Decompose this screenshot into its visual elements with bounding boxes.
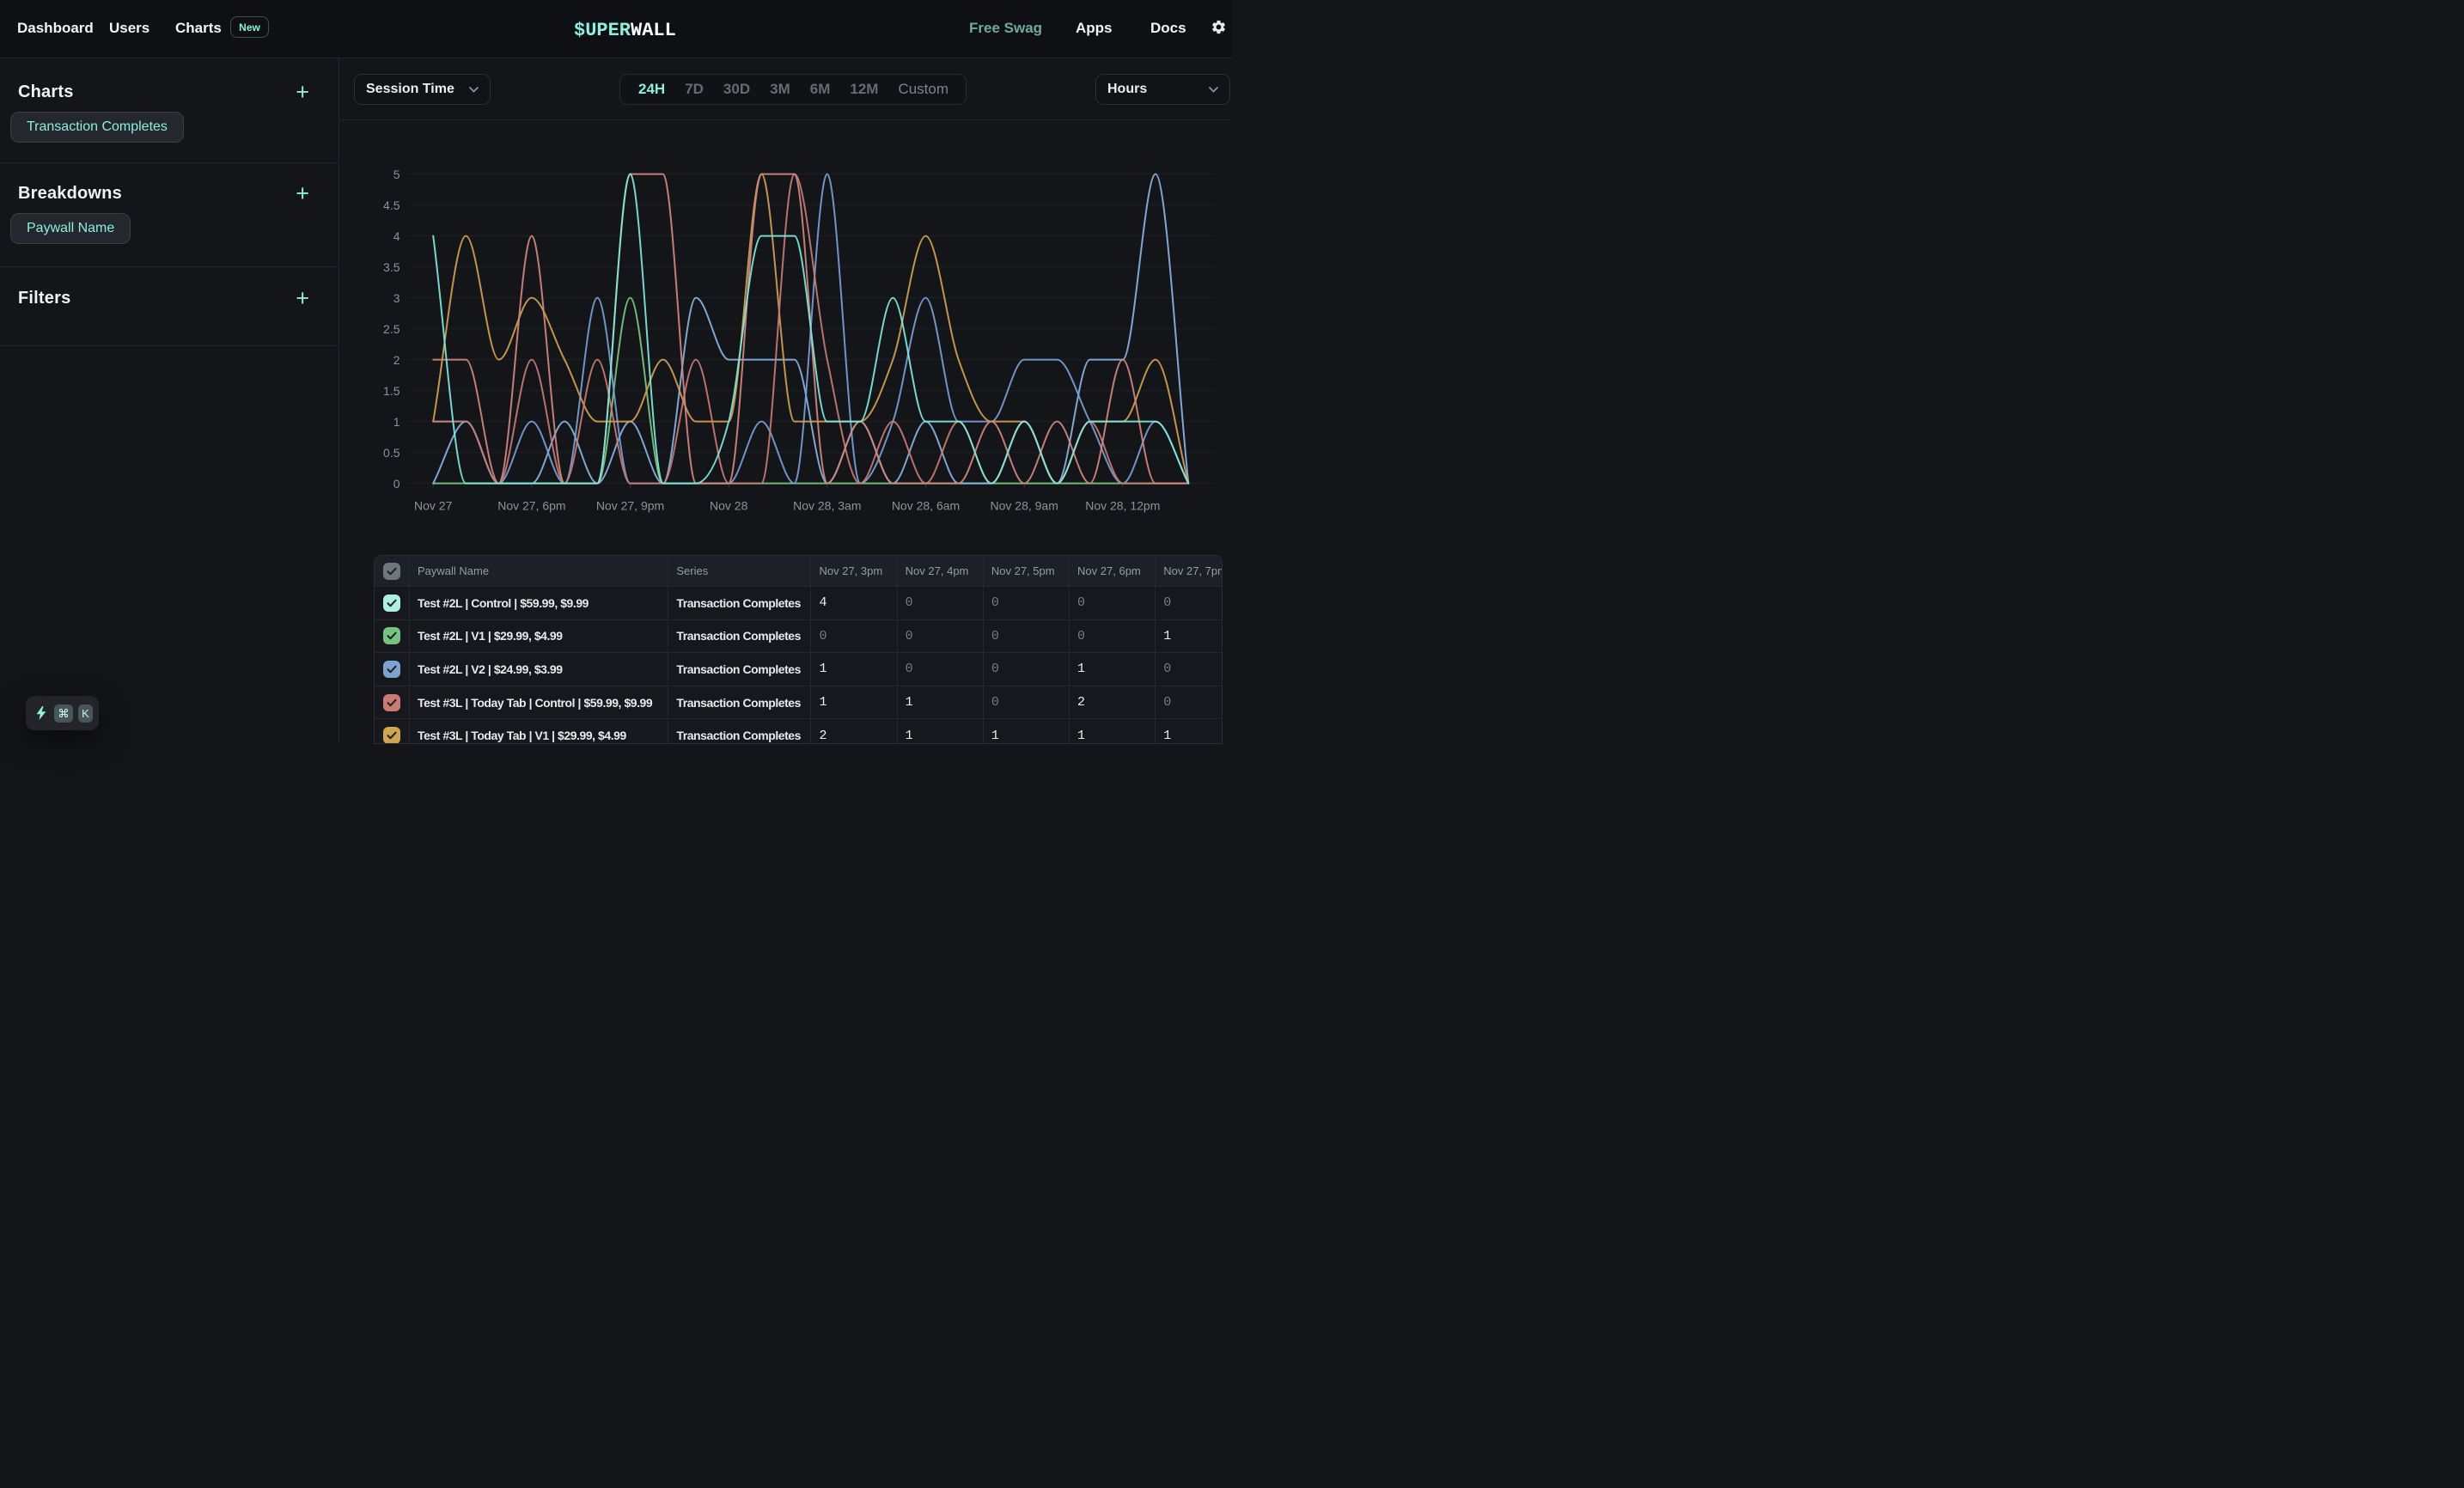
- svg-text:0: 0: [393, 477, 400, 491]
- svg-text:Nov 28, 9am: Nov 28, 9am: [991, 499, 1058, 513]
- svg-text:2.5: 2.5: [383, 322, 400, 336]
- svg-text:3: 3: [393, 291, 400, 305]
- svg-text:2: 2: [393, 353, 400, 367]
- svg-text:4.5: 4.5: [383, 198, 400, 212]
- svg-text:Nov 28, 12pm: Nov 28, 12pm: [1085, 499, 1160, 513]
- svg-text:Nov 28: Nov 28: [710, 499, 748, 513]
- svg-text:Nov 28, 6am: Nov 28, 6am: [892, 499, 960, 513]
- svg-text:4: 4: [393, 229, 400, 243]
- svg-text:Nov 27, 6pm: Nov 27, 6pm: [497, 499, 565, 513]
- svg-text:3.5: 3.5: [383, 260, 400, 274]
- svg-text:0.5: 0.5: [383, 446, 400, 460]
- svg-text:Nov 28, 3am: Nov 28, 3am: [793, 499, 861, 513]
- svg-text:5: 5: [393, 168, 400, 181]
- svg-text:Nov 27, 9pm: Nov 27, 9pm: [596, 499, 664, 513]
- svg-text:Nov 27: Nov 27: [414, 499, 453, 513]
- svg-text:1: 1: [393, 415, 400, 429]
- svg-text:1.5: 1.5: [383, 384, 400, 398]
